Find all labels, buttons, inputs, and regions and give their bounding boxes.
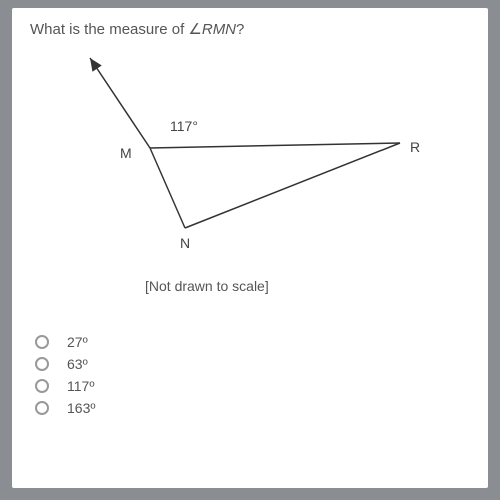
diagram-svg [55, 53, 435, 273]
radio-icon[interactable] [35, 401, 49, 415]
vertex-label-r: R [410, 139, 420, 155]
option-row-0[interactable]: 27º [35, 334, 470, 350]
option-row-1[interactable]: 63º [35, 356, 470, 372]
option-label-0: 27º [67, 334, 88, 350]
diagram-caption: [Not drawn to scale] [145, 278, 470, 294]
angle-name: RMN [202, 21, 236, 38]
geometry-diagram: M R N 117° [55, 53, 435, 273]
radio-icon[interactable] [35, 335, 49, 349]
question-suffix: ? [236, 21, 244, 38]
radio-icon[interactable] [35, 379, 49, 393]
vertex-label-n: N [180, 235, 190, 251]
content-panel: What is the measure of ∠RMN? M R N 117° … [12, 8, 488, 488]
question-prefix: What is the measure of [30, 21, 188, 38]
option-label-2: 117º [67, 378, 94, 394]
option-row-2[interactable]: 117º [35, 378, 470, 394]
option-label-1: 63º [67, 356, 88, 372]
angle-measure-label: 117° [170, 118, 198, 134]
radio-icon[interactable] [35, 357, 49, 371]
option-label-3: 163º [67, 400, 95, 416]
vertex-label-m: M [120, 145, 132, 161]
answer-options: 27º 63º 117º 163º [35, 334, 470, 416]
outer-frame: What is the measure of ∠RMN? M R N 117° … [0, 0, 500, 500]
option-row-3[interactable]: 163º [35, 400, 470, 416]
question-text: What is the measure of ∠RMN? [30, 20, 470, 38]
angle-symbol: ∠ [188, 21, 201, 38]
